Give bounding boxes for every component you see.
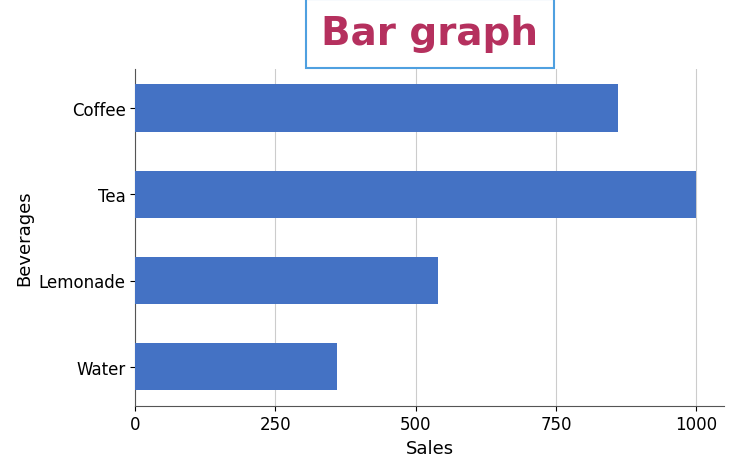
Bar	[135, 257, 438, 304]
Title: Bar graph: Bar graph	[321, 15, 538, 53]
Bar	[135, 171, 696, 219]
Y-axis label: Beverages: Beverages	[15, 190, 33, 286]
Bar	[135, 343, 337, 390]
Bar	[135, 85, 618, 133]
X-axis label: Sales: Sales	[406, 439, 454, 457]
